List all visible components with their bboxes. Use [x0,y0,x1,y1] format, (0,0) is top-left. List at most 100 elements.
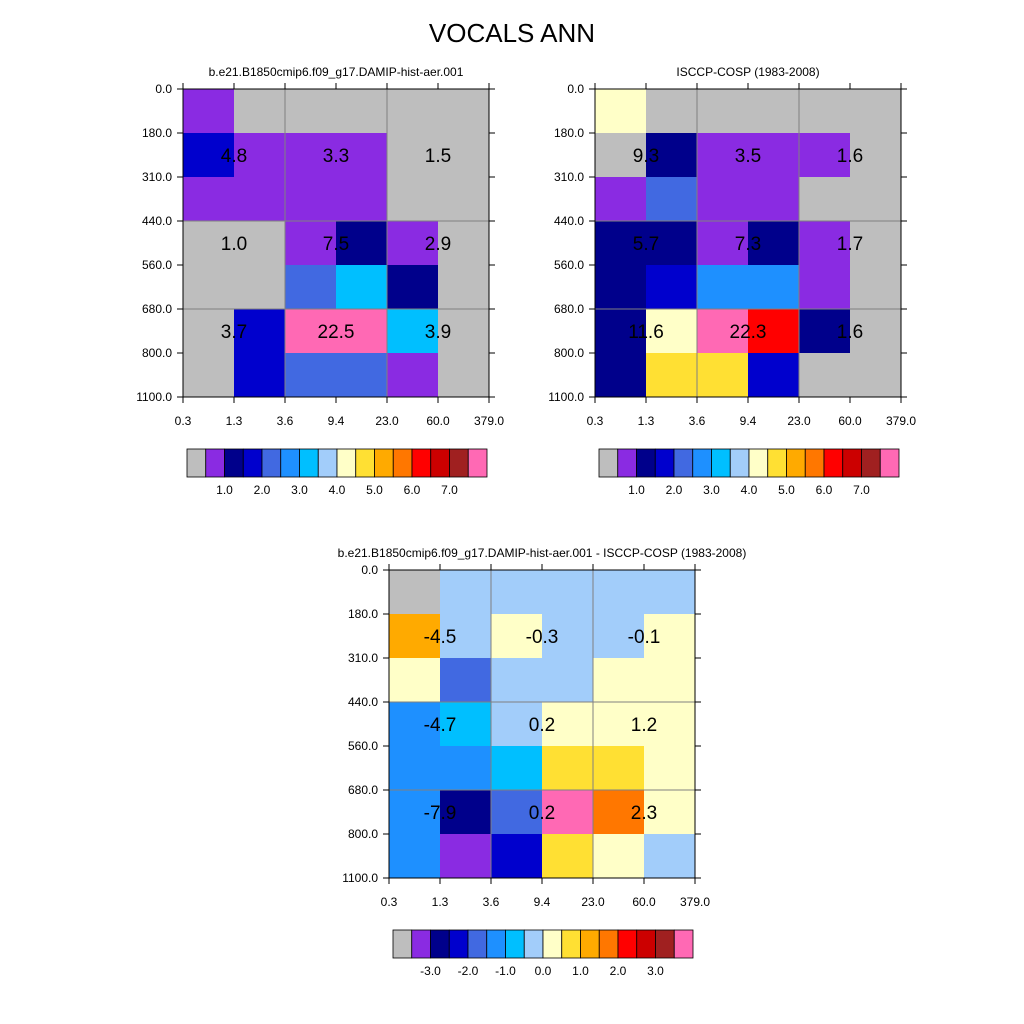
heatmap-cell [234,353,286,398]
cell-value-label: -4.7 [424,715,457,736]
heatmap-cell [644,834,696,879]
heatmap-cell [234,309,286,354]
colorbar-swatch [224,448,244,478]
colorbar-swatch [449,448,469,478]
heatmap-cell [799,221,851,266]
heatmap-cell [850,177,902,222]
colorbar-swatch [842,448,862,478]
cell-value-label: 22.5 [318,322,355,343]
colorbar-swatch [654,448,675,478]
colorbar-swatch [617,929,638,959]
x-tick-label: 23.0 [787,414,811,428]
cell-value-label: 3.3 [323,146,349,167]
x-tick-label: 1.3 [432,895,449,909]
heatmap-cell [748,221,800,266]
cell-value-label: 5.7 [633,234,659,255]
x-tick-label: 0.3 [381,895,398,909]
cell-value-label: 3.5 [735,146,761,167]
heatmap-cell [595,309,647,354]
y-tick-label: 560.0 [554,258,584,272]
cell-value-label: 11.6 [628,322,664,343]
heatmap-cell [440,570,492,615]
cell-value-label: 22.3 [730,322,767,343]
heatmap-cell [595,177,647,222]
colorbar-swatch [392,929,413,959]
heatmap-cell [438,353,490,398]
heatmap-cell [285,177,337,222]
y-tick-label: 180.0 [142,126,172,140]
y-tick-label: 310.0 [554,170,584,184]
heatmap-cell [799,177,851,222]
colorbar-swatch [411,929,431,959]
heatmap-cell [748,353,800,398]
heatmap-cell [183,221,235,266]
heatmap-cell [593,614,645,659]
colorbar-label: 7.0 [441,483,458,497]
x-tick-label: 9.4 [534,895,551,909]
heatmap-cell [542,614,594,659]
colorbar-swatch [767,448,787,478]
heatmap-cell [336,353,388,398]
colorbar-swatch [655,929,675,959]
heatmap-cell [387,265,439,310]
panel-subtitle: b.e21.B1850cmip6.f09_g17.DAMIP-hist-aer.… [209,65,464,79]
colorbar-label: -2.0 [458,964,479,978]
heatmap-cell [542,658,594,703]
y-tick-label: 1100.0 [136,390,172,404]
cell-value-label: 7.5 [323,234,349,255]
heatmap-cell [440,834,492,879]
colorbar-swatch [786,448,806,478]
heatmap-cell [389,658,441,703]
heatmap-cell [389,614,441,659]
heatmap-cell [697,133,749,178]
colorbar-label: 3.0 [291,483,308,497]
y-tick-label: 440.0 [348,695,378,709]
heatmap-cell [440,746,492,791]
colorbar-swatch [823,448,844,478]
colorbar-swatch [861,448,881,478]
y-tick-label: 310.0 [142,170,172,184]
cell-value-label: 1.0 [221,234,247,255]
heatmap-cell [542,834,594,879]
heatmap-cell [285,89,337,134]
heatmap-cell [646,133,698,178]
cell-value-label: 9.3 [633,146,659,167]
x-tick-label: 9.4 [740,414,757,428]
y-tick-label: 800.0 [142,346,172,360]
x-tick-label: 9.4 [328,414,345,428]
colorbar-label: -1.0 [495,964,516,978]
heatmap-cell [748,265,800,310]
colorbar-label: 3.0 [647,964,664,978]
colorbar-label: 1.0 [628,483,645,497]
figure-title: VOCALS ANN [428,18,596,48]
cell-value-label: 4.8 [221,146,247,167]
heatmap-cell [748,133,800,178]
colorbar-swatch [374,448,394,478]
heatmap-cell [440,614,492,659]
y-tick-label: 0.0 [155,82,172,96]
y-tick-label: 180.0 [554,126,584,140]
cell-value-label: 2.3 [631,803,657,824]
heatmap-cell [850,309,902,354]
heatmap-cell [389,834,441,879]
heatmap-cell [595,265,647,310]
colorbar-label: 7.0 [853,483,870,497]
heatmap-cell [542,570,594,615]
heatmap-cell [234,265,286,310]
heatmap-cell [336,89,388,134]
heatmap-cell [799,309,851,354]
heatmap-cell [440,790,492,835]
heatmap-cell [595,353,647,398]
heatmap-cell [644,790,696,835]
heatmap-cell [491,790,543,835]
colorbar-swatch [598,929,619,959]
heatmap-cell [595,89,647,134]
colorbar-swatch [636,448,656,478]
heatmap-cell [593,658,645,703]
heatmap-cell [336,309,388,354]
x-tick-label: 3.6 [689,414,706,428]
heatmap-cell [646,221,698,266]
x-tick-label: 60.0 [632,895,656,909]
panel-diff: b.e21.B1850cmip6.f09_g17.DAMIP-hist-aer.… [338,546,747,978]
heatmap-cell [387,133,439,178]
